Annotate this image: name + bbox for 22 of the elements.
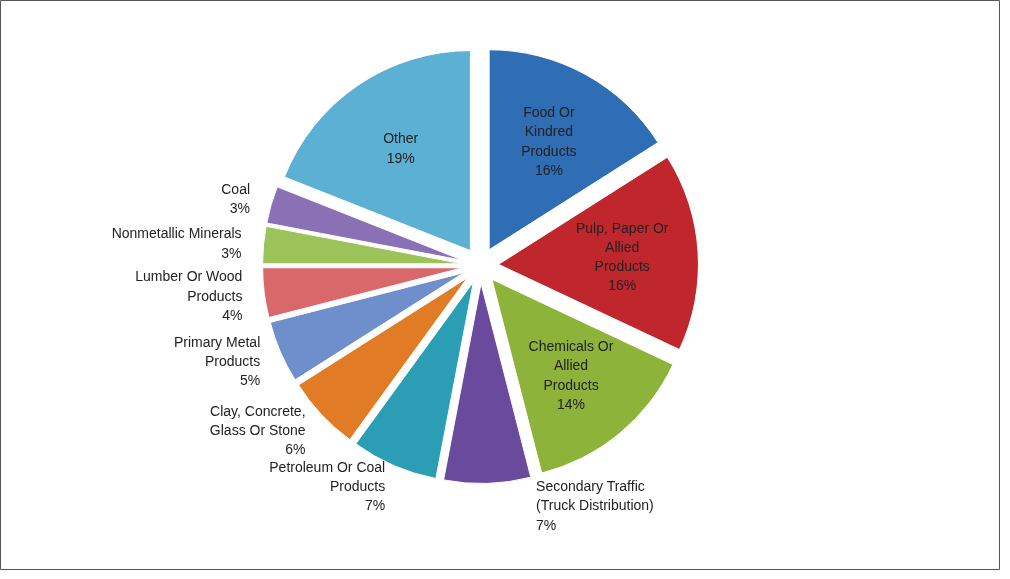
slice-label: Nonmetallic Minerals xyxy=(111,225,242,242)
slice-label: Secondary Traffic (Truck Distribution) xyxy=(536,478,654,514)
data-label: 4% xyxy=(222,306,243,323)
slice-label: Pulp, Paper Or Allied Products xyxy=(575,219,669,275)
slice-label: Primary Metal Products xyxy=(173,333,261,369)
slice-label: Chemicals Or Allied Products xyxy=(528,338,614,393)
data-label: 7% xyxy=(536,516,557,533)
data-label: 3% xyxy=(229,200,251,217)
data-label: 14% xyxy=(557,395,586,412)
data-label: 16% xyxy=(534,161,563,178)
data-label: 5% xyxy=(240,372,261,389)
data-label: 7% xyxy=(364,496,386,513)
slice-label: Other xyxy=(383,130,419,147)
slice-label: Lumber Or Wood Products xyxy=(135,268,243,304)
slice-label: Clay, Concrete, Glass Or Stone xyxy=(209,402,306,438)
slice-label: Coal xyxy=(221,180,251,197)
data-label: 16% xyxy=(608,277,637,294)
data-label: 3% xyxy=(221,244,242,261)
data-label: 6% xyxy=(285,440,306,457)
slice-label: Petroleum Or Coal Products xyxy=(269,458,386,494)
data-label: 19% xyxy=(386,149,415,166)
slice-label: Food Or Kindred Products xyxy=(521,104,577,159)
